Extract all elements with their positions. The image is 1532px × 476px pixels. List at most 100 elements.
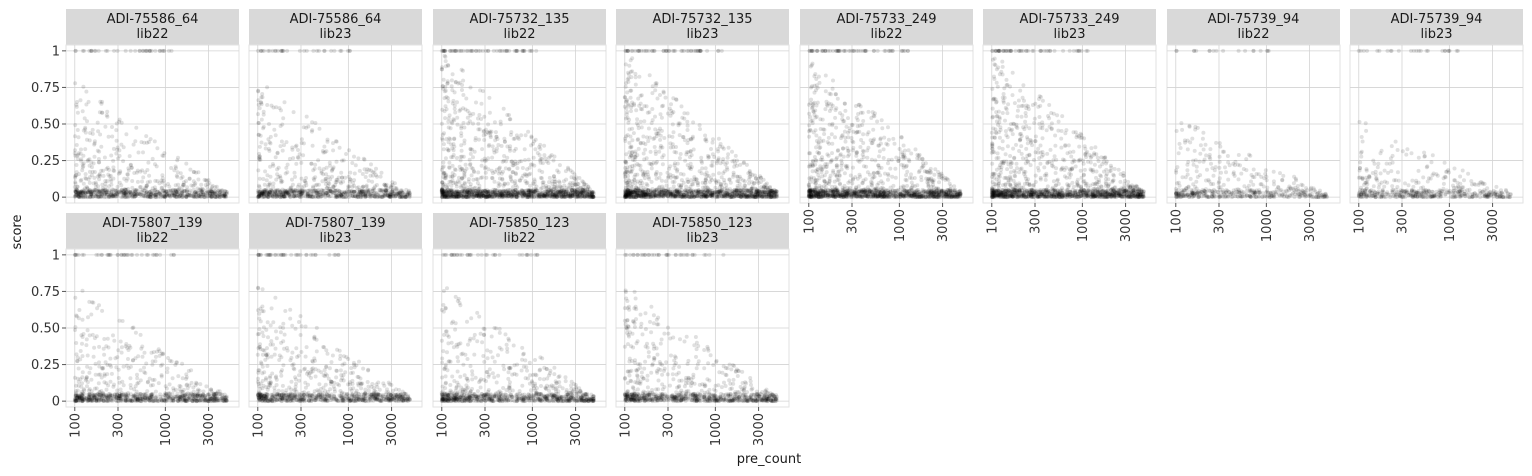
panel-1-point (103, 188, 108, 193)
panel-1-point (90, 131, 95, 136)
panel-1-point (133, 194, 137, 199)
panel-1-point (213, 195, 218, 199)
panel-3-point (524, 181, 529, 186)
panel-1-point (90, 127, 95, 132)
panel-1-point (183, 188, 188, 193)
panel-1-point (174, 190, 179, 195)
panel-1-point (160, 153, 165, 158)
panel-1-point (122, 191, 127, 196)
panel-2-point (267, 148, 272, 153)
panel-2-point (291, 110, 296, 115)
panel-3-point (504, 159, 508, 164)
panel-4-point (623, 160, 628, 164)
panel-1-point (86, 190, 91, 195)
panel-2-point (282, 100, 287, 105)
panel-2-point (282, 194, 286, 198)
panel-1-point (169, 166, 174, 170)
panel-1-point (108, 177, 113, 182)
panel-2-point (317, 126, 322, 131)
panel-1-point (162, 195, 167, 199)
panel-1-point (123, 187, 128, 192)
panel-2-point (338, 179, 343, 184)
panel-3-point (566, 167, 571, 172)
panel-1-point (122, 191, 127, 196)
panel-4-point (677, 133, 682, 138)
panel-1-point (95, 194, 100, 199)
panel-4-point (682, 116, 687, 121)
panel-1-point (154, 164, 159, 169)
panel-1-point (74, 193, 79, 197)
panel-1-point (129, 192, 134, 197)
panel-2-point (280, 148, 285, 153)
panel-1-point (135, 192, 140, 197)
panel-4-strip-label-1: ADI-75732_135 (652, 12, 752, 27)
panel-1-point (86, 158, 91, 162)
panel-1-point (96, 188, 101, 193)
panel-1-point (105, 165, 110, 170)
panel-3-point (519, 176, 524, 181)
panel-3-point (441, 86, 445, 91)
panel-3-point (570, 170, 575, 175)
panel-1-point (167, 188, 172, 193)
panel-2-point (370, 187, 375, 192)
panel-1-point (99, 191, 104, 196)
panel-4-point (650, 48, 655, 53)
panel-1-point (144, 48, 149, 53)
panel-1-point (105, 189, 110, 194)
panel-3-point (441, 193, 446, 198)
panel-1-point (144, 190, 149, 195)
panel-1-point (85, 194, 90, 199)
panel-1-point (173, 188, 178, 193)
panel-1-point (165, 191, 170, 196)
panel-3-point (478, 48, 483, 53)
panel-2-point (296, 184, 300, 189)
panel-3-point (523, 133, 528, 138)
panel-2-point (279, 180, 284, 185)
panel-3-point (455, 100, 459, 105)
panel-4-point (638, 93, 643, 98)
panel-1-point (162, 190, 167, 195)
panel-1-point (160, 48, 165, 53)
panel-1-point (131, 191, 136, 196)
panel-3-point (472, 149, 477, 154)
panel-1-point (81, 195, 86, 200)
panel-3-point (587, 189, 592, 194)
panel-4-point (711, 172, 716, 177)
panel-1-point (215, 188, 220, 193)
panel-2-point (280, 48, 285, 53)
panel-4-point (630, 48, 635, 53)
panel-1-point (83, 147, 88, 152)
panel-1-point (187, 192, 192, 197)
panel-1-point (97, 172, 102, 176)
panel-1-point (144, 190, 149, 195)
panel-4-point (682, 111, 687, 116)
panel-4-point (648, 190, 653, 195)
panel-2-point (275, 167, 280, 172)
panel-3-point (519, 133, 524, 138)
panel-1-point (74, 143, 79, 147)
panel-1-point (110, 187, 115, 192)
panel-1-point (124, 190, 129, 195)
panel-1-point (161, 188, 166, 193)
panel-1-point (207, 191, 212, 196)
panel-4-point (669, 102, 673, 107)
panel-1-point (75, 188, 79, 193)
panel-4-point (742, 183, 747, 188)
panel-1-point (81, 188, 86, 193)
panel-1-point (111, 192, 116, 197)
panel-4-point (653, 149, 658, 154)
panel-1-point (90, 194, 95, 199)
panel-1-point (142, 193, 147, 198)
panel-1-point (177, 187, 182, 192)
panel-4-point (635, 179, 640, 184)
panel-1-point (124, 190, 129, 195)
panel-1-point (136, 150, 141, 155)
panel-1-point (77, 191, 82, 196)
panel-1-point (101, 187, 106, 192)
panel-4-point (670, 134, 675, 139)
panel-1-point (142, 188, 147, 193)
panel-3-point (443, 188, 448, 193)
panel-1-point (104, 167, 109, 172)
panel-1-point (177, 194, 181, 199)
panel-3-point (468, 146, 473, 151)
